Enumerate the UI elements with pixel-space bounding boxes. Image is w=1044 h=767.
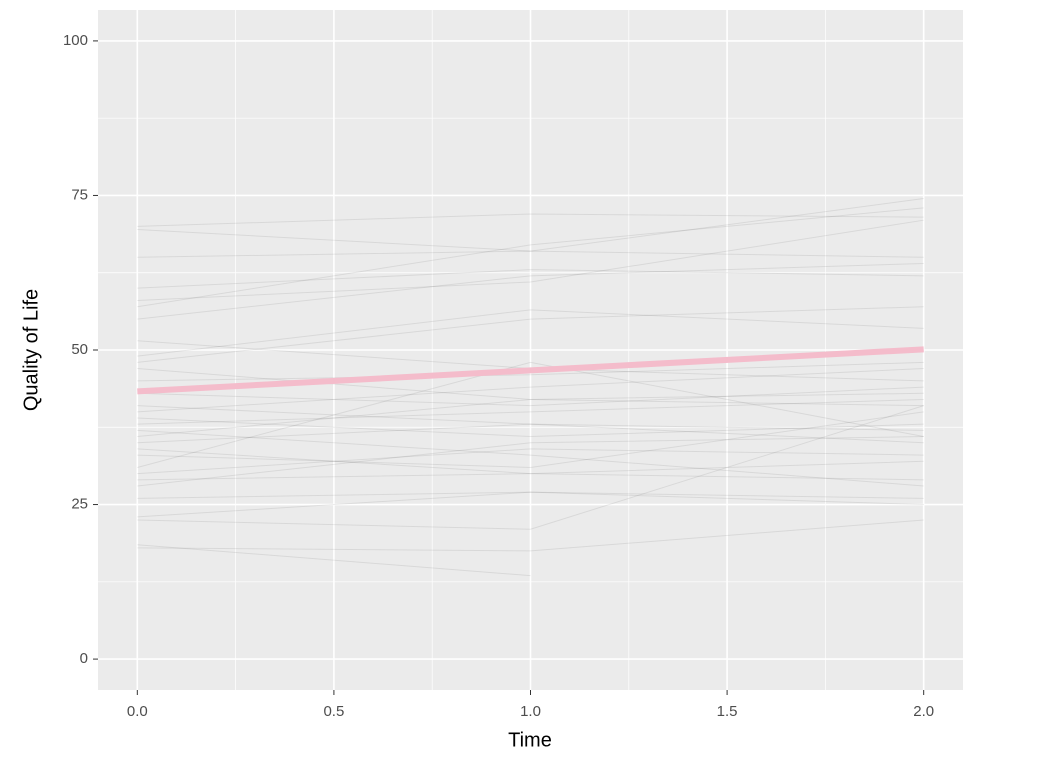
series-line bbox=[137, 405, 924, 444]
series-line bbox=[137, 448, 924, 481]
series-line bbox=[137, 250, 924, 258]
x-axis-title: Time bbox=[508, 729, 552, 751]
series-line bbox=[137, 519, 924, 552]
series-line bbox=[137, 405, 924, 530]
series-line bbox=[137, 448, 924, 475]
series-line bbox=[137, 398, 924, 425]
y-axis-title: Quality of Life bbox=[20, 289, 42, 411]
series-line bbox=[137, 417, 924, 438]
x-tick-label: 1.0 bbox=[520, 703, 541, 720]
series-line bbox=[137, 491, 924, 499]
x-tick-label: 1.5 bbox=[717, 703, 738, 720]
series-line bbox=[137, 269, 924, 289]
series-line bbox=[137, 346, 924, 395]
series-line bbox=[137, 429, 924, 487]
x-tick-label: 0.5 bbox=[323, 703, 344, 720]
series-line bbox=[137, 460, 924, 481]
series-line bbox=[137, 219, 924, 302]
series-line bbox=[137, 309, 924, 357]
series-line bbox=[137, 207, 924, 308]
series-line bbox=[137, 392, 924, 438]
series-line bbox=[137, 368, 924, 413]
y-tick-label: 50 bbox=[71, 341, 88, 358]
series-line bbox=[137, 423, 924, 444]
series-line bbox=[137, 262, 924, 320]
series-line bbox=[137, 544, 531, 577]
series-line bbox=[137, 386, 924, 407]
y-tick-label: 25 bbox=[71, 496, 88, 513]
y-tick-label: 75 bbox=[71, 186, 88, 203]
series-line bbox=[137, 436, 924, 487]
series-line bbox=[137, 491, 924, 518]
y-tick-label: 0 bbox=[80, 650, 88, 667]
x-tick-label: 0.0 bbox=[127, 703, 148, 720]
series-line bbox=[137, 306, 924, 363]
series-line bbox=[137, 198, 924, 252]
series-line bbox=[137, 213, 924, 227]
series-line bbox=[137, 361, 924, 382]
series-line bbox=[137, 361, 924, 468]
series-line bbox=[137, 411, 924, 468]
y-tick-label: 100 bbox=[63, 32, 88, 49]
x-tick-label: 2.0 bbox=[913, 703, 934, 720]
series-line bbox=[137, 368, 924, 407]
